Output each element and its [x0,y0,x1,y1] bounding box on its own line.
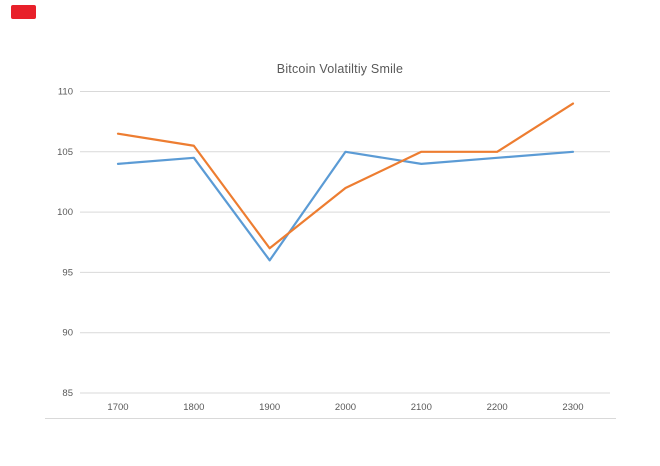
blue-series-line [116,150,575,262]
y-tick-label: 110 [58,87,73,98]
x-tick-label: 1900 [259,402,280,413]
orange-series-line [116,102,575,250]
y-tick-label: 90 [62,328,73,339]
y-tick-label: 85 [62,388,73,399]
red-rectangle-icon [11,5,36,19]
x-tick-label: 1800 [183,402,204,413]
y-tick-label: 105 [57,147,73,158]
y-tick-label: 100 [57,207,73,218]
x-tick-label: 1700 [107,402,128,413]
y-tick-label: 95 [62,267,73,278]
x-tick-label: 2100 [411,402,432,413]
x-tick-label: 2000 [335,402,356,413]
chart-title: Bitcoin Volatiltiy Smile [276,62,404,76]
x-tick-label: 2200 [487,402,508,413]
x-tick-label: 2300 [562,402,583,413]
